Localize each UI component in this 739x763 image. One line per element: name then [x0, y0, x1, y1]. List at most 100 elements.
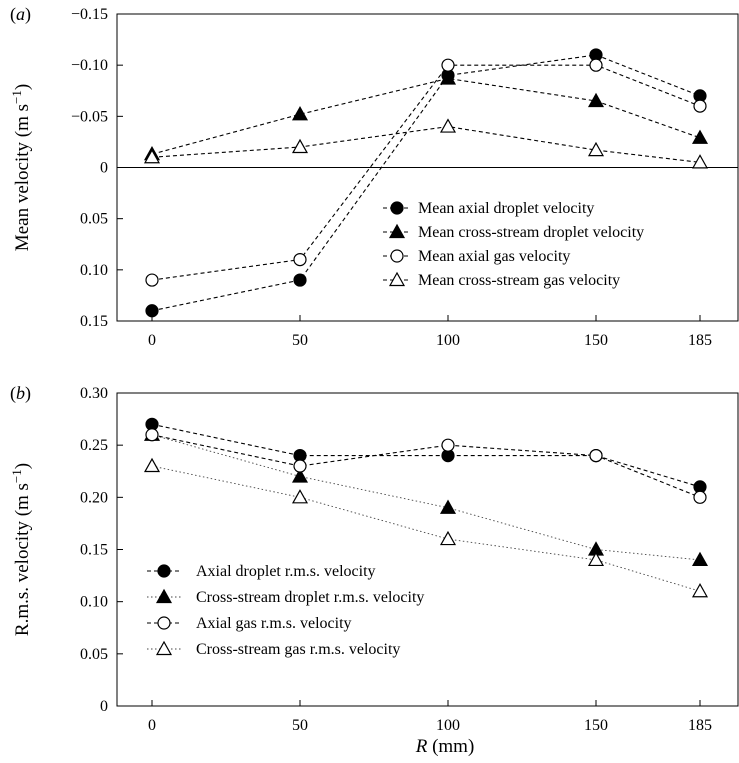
- data-point: [441, 58, 455, 72]
- data-point: [691, 551, 709, 567]
- data-point: [693, 99, 707, 113]
- legend-entry: Axial gas r.m.s. velocity: [147, 615, 352, 632]
- legend-label: Mean axial droplet velocity: [418, 200, 594, 217]
- legend-label: Cross-stream droplet r.m.s. velocity: [196, 589, 424, 606]
- y-axis-title: R.m.s. velocity (m s−1): [9, 463, 34, 636]
- data-point: [439, 499, 457, 514]
- y-tick-label: −0.05: [71, 108, 108, 125]
- legend-label: Mean cross-stream gas velocity: [418, 272, 620, 289]
- y-axis-title-close: ): [12, 463, 33, 469]
- legend-entry: Mean axial droplet velocity: [383, 200, 594, 217]
- data-point: [293, 459, 307, 473]
- x-tick-label: 185: [688, 332, 712, 349]
- legend-entry: Cross-stream droplet r.m.s. velocity: [147, 588, 424, 606]
- data-point: [439, 70, 457, 85]
- legend-marker: [388, 271, 406, 287]
- legend-marker: [157, 616, 171, 630]
- y-axis-title: Mean velocity (m s−1): [9, 84, 34, 251]
- y-tick-label: 0.20: [80, 489, 108, 506]
- x-axis-title-unit: (mm): [427, 736, 474, 757]
- data-point: [291, 138, 309, 154]
- y-tick-label: 0.05: [80, 646, 108, 663]
- panel-b: 0 0.05 0.10 0.15 0.20 0.25 0.30 0 50 100 150 185 (b)…: [9, 383, 739, 734]
- y-tick-label: −0.10: [71, 57, 108, 74]
- series-4: [143, 118, 709, 169]
- legend-label: Axial droplet r.m.s. velocity: [196, 563, 376, 580]
- series-3: [145, 428, 707, 504]
- data-point: [691, 129, 709, 144]
- y-tick-label: 0.15: [80, 313, 108, 330]
- data-point: [587, 92, 605, 108]
- x-tick-label: 185: [688, 717, 712, 734]
- data-point: [439, 118, 457, 133]
- data-point: [691, 154, 709, 169]
- data-point: [691, 583, 709, 598]
- x-tick-label: 100: [436, 717, 460, 734]
- y-tick-label: 0: [100, 160, 108, 177]
- y-tick-label: 0.15: [80, 542, 108, 559]
- data-point: [693, 490, 707, 504]
- panel-a: −0.15 −0.10 −0.05 0 0.05 0.10 0.15 0 50 100 150 185…: [9, 4, 739, 349]
- panel-label: (b): [10, 383, 31, 404]
- series-1: [145, 48, 707, 318]
- panel-label: (a): [10, 4, 31, 25]
- series-line: [151, 54, 701, 312]
- legend-entry: Mean cross-stream droplet velocity: [383, 223, 644, 241]
- data-point: [291, 468, 309, 483]
- panel-label-letter: a: [16, 4, 25, 24]
- x-tick-label: 50: [292, 332, 308, 349]
- series-3: [145, 58, 707, 287]
- data-point: [587, 551, 605, 567]
- x-axis-title-symbol: R: [415, 736, 428, 757]
- y-axis-title-close: ): [12, 84, 33, 90]
- legend-label: Mean cross-stream droplet velocity: [418, 224, 644, 241]
- x-axis-title: R (mm): [415, 736, 475, 757]
- legend-entry: Cross-stream gas r.m.s. velocity: [147, 640, 400, 658]
- series-2: [143, 426, 709, 567]
- data-point: [145, 428, 159, 442]
- legend: Axial droplet r.m.s. velocity Cross-strea…: [147, 563, 424, 658]
- y-tick-label: 0.10: [80, 594, 108, 611]
- data-point: [293, 253, 307, 267]
- y-tick-label: 0.30: [80, 385, 108, 402]
- legend-label: Mean axial gas velocity: [418, 248, 570, 265]
- data-point: [145, 304, 159, 318]
- y-tick-label: 0.10: [80, 262, 108, 279]
- y-axis-title-exponent: −1: [9, 469, 24, 483]
- series-1: [145, 417, 707, 494]
- legend-marker: [388, 223, 406, 239]
- x-tick-label: 100: [436, 332, 460, 349]
- data-point: [589, 58, 603, 72]
- legend-entry: Mean axial gas velocity: [383, 248, 570, 265]
- legend-marker: [155, 588, 173, 604]
- legend-label: Axial gas r.m.s. velocity: [196, 615, 352, 632]
- x-tick-label: 150: [584, 332, 608, 349]
- series-line: [151, 434, 701, 498]
- y-axis-title-main: R.m.s. velocity (m s: [12, 483, 33, 636]
- legend-marker: [157, 564, 171, 578]
- data-point: [143, 149, 161, 164]
- x-tick-label: 50: [292, 717, 308, 734]
- x-tick-label: 0: [148, 717, 156, 734]
- data-point: [441, 438, 455, 452]
- x-tick-label: 0: [148, 332, 156, 349]
- legend-marker: [155, 640, 173, 656]
- legend-marker: [390, 201, 404, 215]
- legend: Mean axial droplet velocity Mean cross-st…: [383, 200, 644, 289]
- series-4: [143, 457, 709, 598]
- y-tick-label: −0.15: [71, 6, 108, 23]
- data-point: [439, 530, 457, 546]
- panel-label-letter: b: [16, 383, 25, 403]
- data-point: [145, 273, 159, 287]
- y-tick-label: 0.05: [80, 211, 108, 228]
- data-point: [587, 141, 605, 157]
- plot-frame: [116, 392, 739, 707]
- data-point: [291, 489, 309, 504]
- y-tick-label: 0: [100, 698, 108, 715]
- legend-marker: [390, 249, 404, 263]
- y-tick-label: 0.25: [80, 437, 108, 454]
- series-2: [143, 70, 709, 161]
- data-point: [589, 449, 603, 463]
- series-line: [151, 434, 701, 561]
